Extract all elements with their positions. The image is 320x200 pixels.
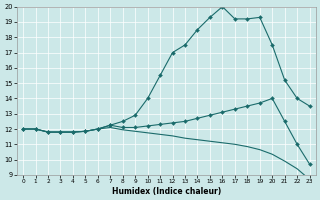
X-axis label: Humidex (Indice chaleur): Humidex (Indice chaleur) (112, 187, 221, 196)
